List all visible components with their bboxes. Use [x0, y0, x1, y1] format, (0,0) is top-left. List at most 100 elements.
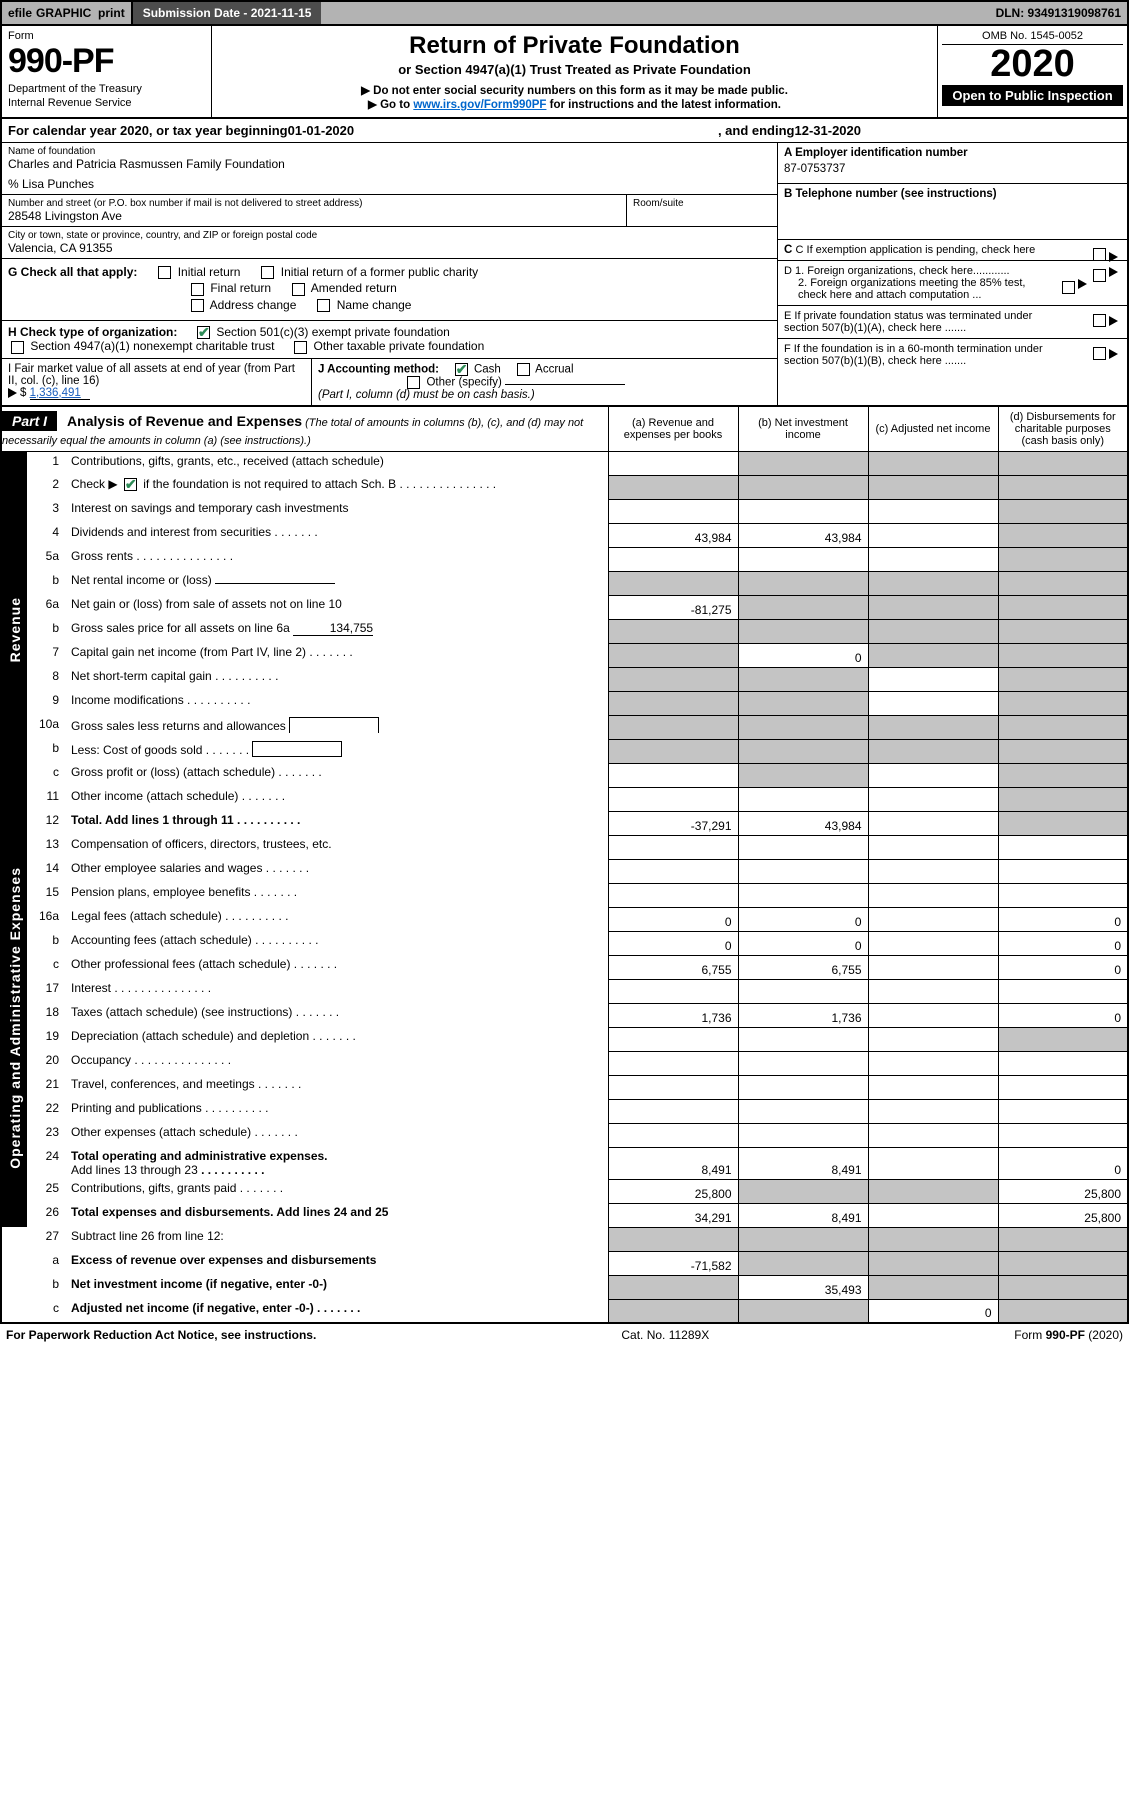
r10c-d	[998, 763, 1128, 787]
ij-row: I Fair market value of all assets at end…	[2, 359, 777, 405]
cb-amended[interactable]	[292, 283, 305, 296]
r6b-b	[738, 619, 868, 643]
i-col: I Fair market value of all assets at end…	[2, 359, 312, 405]
cb-schb[interactable]	[124, 478, 137, 491]
r6b-d	[998, 619, 1128, 643]
r16c-a: 6,755	[608, 955, 738, 979]
city-cell: City or town, state or province, country…	[2, 227, 777, 259]
r10b-desc: Less: Cost of goods sold	[67, 739, 608, 763]
col-d-hdr: (d) Disbursements for charitable purpose…	[998, 407, 1128, 452]
r16c-d: 0	[998, 955, 1128, 979]
r21-text: Travel, conferences, and meetings	[71, 1077, 255, 1091]
r13-a	[608, 835, 738, 859]
r19-c	[868, 1027, 998, 1051]
row-6b: b Gross sales price for all assets on li…	[1, 619, 1128, 643]
city-value: Valencia, CA 91355	[8, 241, 771, 255]
r10a-text: Gross sales less returns and allowances	[71, 719, 286, 733]
part-i-badge: Part I	[2, 411, 57, 431]
r10c-desc: Gross profit or (loss) (attach schedule)	[67, 763, 608, 787]
c-cell: C C If exemption application is pending,…	[778, 240, 1127, 261]
r16b-text: Accounting fees (attach schedule)	[71, 933, 252, 947]
cb-initial-return[interactable]	[158, 266, 171, 279]
c-label: C If exemption application is pending, c…	[796, 244, 1036, 256]
g-opt-1: Initial return of a former public charit…	[281, 265, 478, 279]
r19-b	[738, 1027, 868, 1051]
r27-b	[738, 1227, 868, 1251]
cb-final-return[interactable]	[191, 283, 204, 296]
r14-d	[998, 859, 1128, 883]
cb-address-change[interactable]	[191, 299, 204, 312]
r5b-d	[998, 571, 1128, 595]
cb-4947[interactable]	[11, 341, 24, 354]
r10b-c	[868, 739, 998, 763]
cb-501c3[interactable]	[197, 326, 210, 339]
part-i-header-row: Part I Analysis of Revenue and Expenses …	[1, 407, 1128, 452]
row-24: 24 Total operating and administrative ex…	[1, 1147, 1128, 1179]
r7-text: Capital gain net income (from Part IV, l…	[71, 645, 306, 659]
d2-label: 2. Foreign organizations meeting the 85%…	[784, 277, 1044, 301]
dln: DLN: 93491319098761	[990, 2, 1127, 24]
cb-name-change[interactable]	[317, 299, 330, 312]
cb-accrual[interactable]	[517, 363, 530, 376]
d2-tri-icon	[1078, 279, 1087, 289]
row-27c: c Adjusted net income (if negative, ente…	[1, 1299, 1128, 1323]
r8-no: 8	[27, 667, 67, 691]
efile-print[interactable]: print	[98, 6, 125, 20]
r27-c	[868, 1227, 998, 1251]
cal-begin: 01-01-2020	[288, 123, 355, 138]
cb-other-method[interactable]	[407, 376, 420, 389]
r27b-c	[868, 1275, 998, 1299]
topbar-filler	[321, 2, 989, 24]
r6b-no: b	[27, 619, 67, 643]
cb-f[interactable]	[1093, 347, 1106, 360]
cb-d2[interactable]	[1062, 281, 1075, 294]
r5b-c	[868, 571, 998, 595]
r16a-no: 16a	[27, 907, 67, 931]
r10a-d	[998, 715, 1128, 739]
cb-d1[interactable]	[1093, 269, 1106, 282]
r25-a: 25,800	[608, 1179, 738, 1203]
row-20: 20 Occupancy	[1, 1051, 1128, 1075]
cb-cash[interactable]	[455, 363, 468, 376]
r10a-c	[868, 715, 998, 739]
efile-graphic: GRAPHIC	[36, 6, 91, 20]
j-cash: Cash	[474, 363, 501, 375]
r11-b	[738, 787, 868, 811]
irs-link[interactable]: www.irs.gov/Form990PF	[413, 99, 546, 111]
j-col: J Accounting method: Cash Accrual Other …	[312, 359, 777, 405]
part-i-table: Part I Analysis of Revenue and Expenses …	[0, 407, 1129, 1325]
row-27a: a Excess of revenue over expenses and di…	[1, 1251, 1128, 1275]
r24-b: 8,491	[738, 1147, 868, 1179]
r4-no: 4	[27, 523, 67, 547]
row-25: 25 Contributions, gifts, grants paid 25,…	[1, 1179, 1128, 1203]
r5a-a	[608, 547, 738, 571]
r19-d	[998, 1027, 1128, 1051]
calendar-year-row: For calendar year 2020, or tax year begi…	[0, 119, 1129, 143]
note2-post: for instructions and the latest informat…	[546, 99, 781, 111]
r27c-a	[608, 1299, 738, 1323]
cb-c[interactable]	[1093, 248, 1106, 261]
cb-initial-former[interactable]	[261, 266, 274, 279]
fmv-value[interactable]: 1,336,491	[30, 387, 90, 400]
ein-value: 87-0753737	[784, 159, 1121, 179]
r3-d	[998, 499, 1128, 523]
r12-text: Total. Add lines 1 through 11	[71, 813, 234, 827]
r6b-text: Gross sales price for all assets on line…	[71, 621, 290, 635]
r13-desc: Compensation of officers, directors, tru…	[67, 835, 608, 859]
efile-block[interactable]: efile GRAPHIC print	[2, 2, 133, 24]
r23-c	[868, 1123, 998, 1147]
col-b-hdr: (b) Net investment income	[738, 407, 868, 452]
r5a-text: Gross rents	[71, 549, 133, 563]
cb-other-taxable[interactable]	[294, 341, 307, 354]
r16c-c	[868, 955, 998, 979]
footer-left: For Paperwork Reduction Act Notice, see …	[6, 1328, 316, 1342]
cb-e[interactable]	[1093, 314, 1106, 327]
side-revenue-text: Revenue	[7, 593, 23, 666]
r16a-b: 0	[738, 907, 868, 931]
r9-text: Income modifications	[71, 693, 184, 707]
r9-c	[868, 691, 998, 715]
care-of: % Lisa Punches	[8, 177, 771, 191]
r16b-b: 0	[738, 931, 868, 955]
row-16a: 16a Legal fees (attach schedule) 000	[1, 907, 1128, 931]
r24-d: 0	[998, 1147, 1128, 1179]
